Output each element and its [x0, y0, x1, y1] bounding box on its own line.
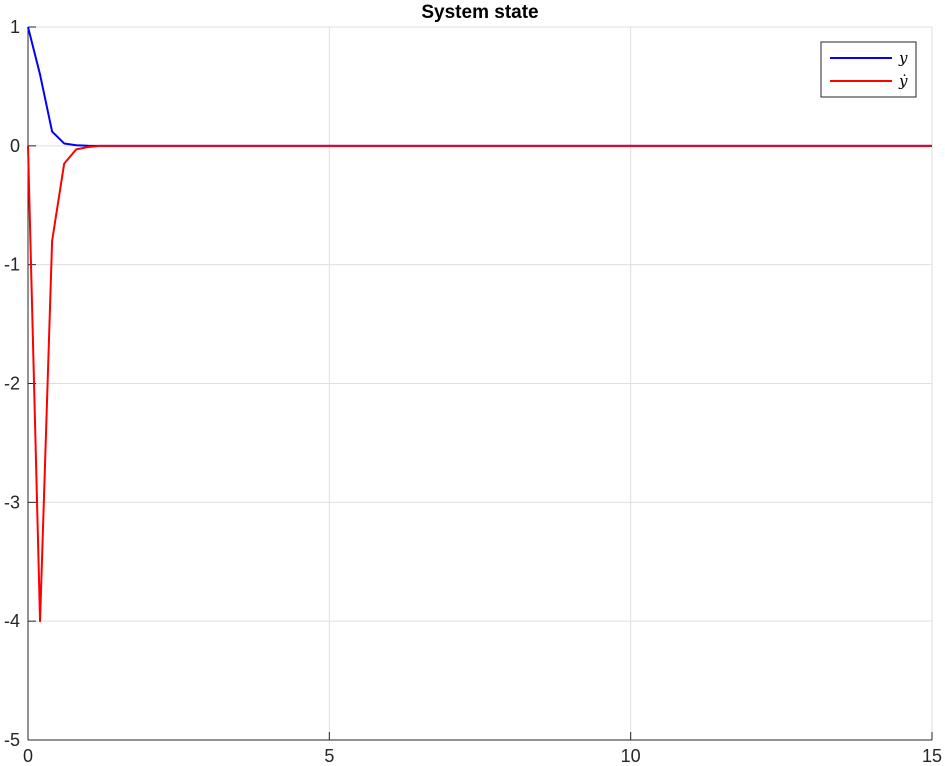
legend: yẏ [820, 41, 917, 98]
y-tick-label: -4 [4, 611, 20, 631]
legend-box [820, 41, 917, 98]
y-tick-label: -2 [4, 374, 20, 394]
grid [27, 26, 933, 741]
x-tick-label: 10 [621, 746, 641, 766]
x-tick-label: 15 [922, 746, 942, 766]
y-tick-label: 0 [10, 136, 20, 156]
y-tick-label: 1 [10, 17, 20, 37]
chart-title: System state [421, 2, 538, 23]
series-lines [27, 26, 932, 623]
y-tick-label: -1 [4, 255, 20, 275]
legend-label: y [898, 49, 908, 67]
series-line-ydot [27, 144, 932, 623]
x-tick-label: 0 [23, 746, 33, 766]
legend-label: ẏ [898, 72, 908, 90]
axes: 0 5 10 15 -5 -4 -3 -2 -1 0 1 [4, 17, 942, 766]
x-tick-label: 5 [324, 746, 334, 766]
y-tick-label: -5 [4, 730, 20, 750]
y-tick-label: -3 [4, 492, 20, 512]
